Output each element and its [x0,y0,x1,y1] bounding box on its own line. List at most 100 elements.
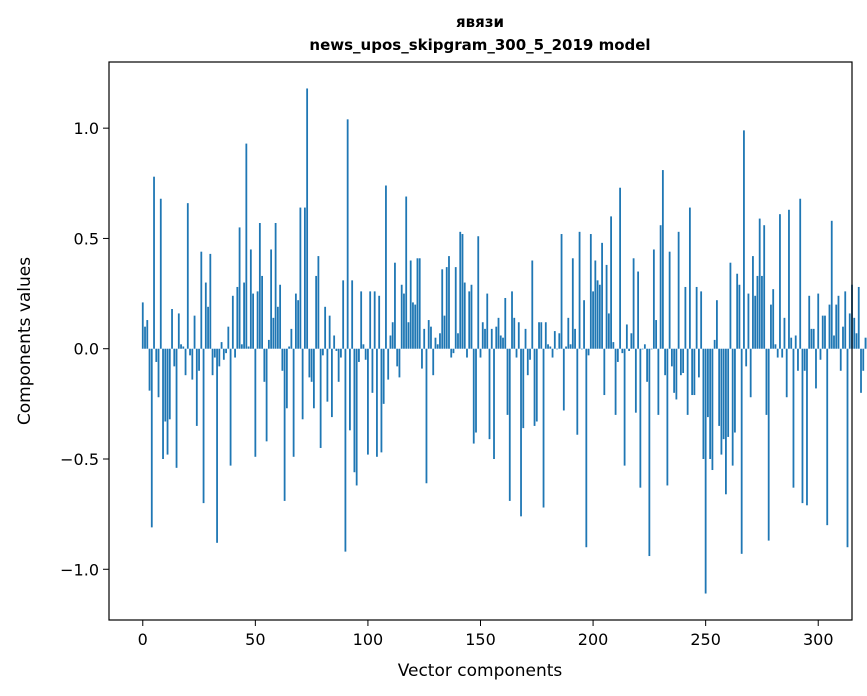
bar-39 [229,348,232,466]
bar-185 [558,333,561,349]
bar-25 [198,348,200,371]
bar-314 [848,313,851,349]
bar-180 [547,344,549,349]
bar-217 [630,333,633,349]
bar-286 [785,348,788,398]
y-tick-label: 0.5 [74,229,99,248]
bar-318 [857,286,860,349]
bar-165 [513,317,516,349]
bar-144 [466,348,468,358]
bar-296 [808,295,811,349]
bar-105 [378,295,381,349]
bar-17 [180,344,182,349]
bar-46 [245,143,248,349]
bar-225 [648,348,651,557]
bar-271 [752,256,754,349]
bar-101 [369,291,372,349]
bar-169 [522,348,525,429]
bar-181 [549,346,552,349]
bar-100 [367,348,369,455]
bar-117 [405,196,408,349]
bar-94 [353,348,356,473]
bar-152 [484,328,486,349]
bar-98 [362,344,365,349]
bar-135 [445,267,448,349]
bar-31 [211,348,214,376]
bar-301 [819,348,822,360]
bar-210 [614,348,617,415]
bar-60 [276,306,279,349]
bar-216 [628,348,630,351]
bar-200 [592,291,594,349]
bar-87 [337,348,340,382]
bar-93 [351,280,354,349]
bar-287 [788,209,790,349]
chart-title: явязи [456,13,504,31]
bar-111 [391,322,394,349]
bar-52 [258,223,261,349]
bar-118 [407,322,410,349]
x-tick-label: 300 [803,630,834,649]
bar-179 [544,322,547,349]
bar-24 [195,348,198,426]
bar-92 [349,348,351,431]
y-axis-label: Components values [15,257,35,425]
bar-276 [763,225,766,349]
bar-140 [457,333,459,349]
bar-4 [150,348,153,528]
bar-208 [610,216,612,349]
bar-259 [725,348,727,495]
bar-10 [164,348,167,422]
bar-191 [571,258,574,349]
bar-293 [801,348,804,504]
bar-154 [488,348,491,440]
bar-245 [693,348,696,396]
bar-222 [641,348,644,350]
bar-171 [526,348,529,376]
bar-15 [175,348,178,468]
bar-232 [664,348,667,376]
bar-299 [815,348,817,389]
bar-149 [477,236,480,349]
bar-91 [346,119,349,349]
bar-40 [231,295,234,349]
bar-256 [718,348,721,426]
bar-116 [403,293,405,349]
bar-1 [144,326,146,349]
bar-209 [612,342,615,349]
bar-114 [398,348,401,378]
bar-257 [720,348,723,455]
bar-82 [326,348,329,402]
bar-128 [430,326,432,349]
bar-265 [738,284,741,349]
x-tick-label: 0 [138,630,148,649]
bar-304 [826,348,829,526]
bar-160 [502,337,504,349]
bar-176 [538,322,540,349]
bar-86 [335,348,338,351]
bar-109 [387,348,390,380]
bar-103 [373,291,376,349]
bar-41 [234,348,236,358]
bar-244 [691,348,694,396]
bar-150 [479,348,482,358]
bar-242 [686,348,689,415]
bar-264 [736,273,739,349]
bar-285 [783,317,786,349]
bar-211 [616,348,619,362]
bar-68 [294,293,297,349]
bar-20 [186,203,189,349]
bar-122 [416,258,419,349]
bar-121 [414,304,417,349]
bar-104 [376,348,378,457]
bar-283 [779,214,781,349]
bar-240 [682,348,685,373]
bar-316 [853,317,856,349]
bar-249 [702,348,705,459]
bar-129 [432,348,435,376]
bar-188 [565,346,567,349]
bar-312 [844,291,847,349]
bar-88 [340,348,342,358]
bar-310 [839,348,842,371]
bar-158 [497,317,500,349]
